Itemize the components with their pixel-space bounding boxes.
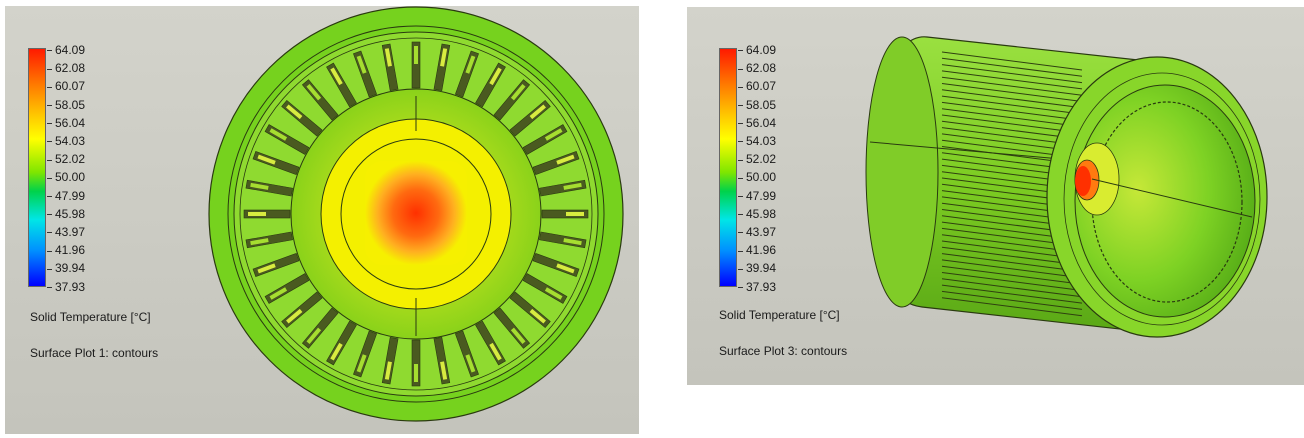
stator-slot <box>475 62 506 108</box>
stator-slot <box>411 339 421 387</box>
stator-slot <box>245 231 293 249</box>
cooling-fin <box>941 278 1083 298</box>
stator-slots <box>243 41 589 387</box>
legend-tick-label: 64.09 <box>738 44 776 56</box>
cooling-fin <box>941 272 1083 291</box>
legend-tick-label: 45.98 <box>47 208 85 220</box>
cooling-fin <box>941 108 1083 128</box>
cooling-fin <box>941 51 1083 71</box>
legend-color-bar <box>28 48 46 287</box>
stator-slot <box>541 209 589 219</box>
legend-tick-label: 60.07 <box>47 80 85 92</box>
legend-tick-label: 39.94 <box>47 262 85 274</box>
stator-slot <box>353 50 378 98</box>
cooling-fin <box>941 89 1083 109</box>
cooling-fin <box>941 114 1083 134</box>
stator-slot <box>532 252 580 277</box>
legend-tick-label: 54.03 <box>47 135 85 147</box>
legend-tick-label: 50.00 <box>738 171 776 183</box>
cooling-fin <box>941 76 1083 96</box>
cooling-fin <box>941 265 1083 285</box>
motor-iso-model <box>865 36 1268 338</box>
stator-slot <box>539 231 587 249</box>
legend-tick-label: 45.98 <box>738 208 776 220</box>
stator-slot <box>326 320 357 366</box>
stator-slot <box>381 43 399 91</box>
legend-tick-label: 58.05 <box>47 99 85 111</box>
legend-tick-label: 54.03 <box>738 135 776 147</box>
legend-tick-label: 52.02 <box>47 153 85 165</box>
legend-tick-label: 47.99 <box>738 190 776 202</box>
stator-slot <box>509 99 551 137</box>
legend-tick-label: 50.00 <box>47 171 85 183</box>
legend-tick-label: 41.96 <box>47 244 85 256</box>
legend-tick-label: 60.07 <box>738 80 776 92</box>
legend-tick-label: 43.97 <box>47 226 85 238</box>
stator-slot <box>252 252 300 277</box>
plot-label: Surface Plot 1: contours <box>30 346 159 360</box>
cooling-fin <box>941 297 1083 317</box>
cooling-fin <box>941 101 1083 121</box>
cooling-fin <box>941 95 1083 115</box>
stator-slot <box>264 124 310 155</box>
stator-slot <box>245 179 293 197</box>
legend-tick-label: 37.93 <box>47 281 85 293</box>
legend-tick-label: 43.97 <box>738 226 776 238</box>
hot-spot <box>1075 166 1091 196</box>
color-legend: 64.09 62.08 60.07 58.05 56.04 54.03 52.02 50.00… <box>28 44 148 293</box>
legend-tick-label: 62.08 <box>738 62 776 74</box>
stator-slot <box>326 62 357 108</box>
stator-slot <box>522 273 568 304</box>
quantity-label: Solid Temperature [°C] <box>30 310 151 324</box>
cooling-fin <box>941 83 1083 102</box>
stator-slot <box>252 151 300 176</box>
cooling-fin <box>941 284 1083 304</box>
legend-tick-label: 58.05 <box>738 99 776 111</box>
legend-tick-label: 39.94 <box>738 262 776 274</box>
cooling-fin <box>941 290 1083 310</box>
stator-slot <box>522 124 568 155</box>
legend-color-bar <box>719 48 737 287</box>
stator-slot <box>539 179 587 197</box>
legend-tick-label: 37.93 <box>738 281 776 293</box>
stator-slot <box>411 41 421 89</box>
plot-label: Surface Plot 3: contours <box>719 344 848 358</box>
viewport-front-view[interactable]: 64.09 62.08 60.07 58.05 56.04 54.03 52.02 50.00… <box>5 6 639 434</box>
stator-slot <box>475 320 506 366</box>
cooling-fin <box>941 253 1083 273</box>
viewport-iso-view[interactable]: 64.09 62.08 60.07 58.05 56.04 54.03 52.02 50.00… <box>687 7 1304 385</box>
cooling-fin <box>941 64 1083 84</box>
stator-slot <box>454 330 479 378</box>
stator-slot <box>493 307 531 349</box>
stator-slot <box>264 273 310 304</box>
stator-slot <box>301 307 339 349</box>
stator-slot <box>281 291 323 329</box>
quantity-label: Solid Temperature [°C] <box>719 308 840 322</box>
motor-front-model <box>208 6 624 422</box>
legend-tick-label: 64.09 <box>47 44 85 56</box>
legend-tick-label: 52.02 <box>738 153 776 165</box>
cooling-fin <box>941 57 1083 77</box>
stator-slot <box>509 291 551 329</box>
cooling-fin <box>941 259 1083 279</box>
cooling-fin <box>941 70 1083 90</box>
stator-slot <box>433 337 451 385</box>
legend-tick-label: 56.04 <box>47 117 85 129</box>
stator-slot <box>454 50 479 98</box>
hot-spot <box>365 161 467 265</box>
color-legend: 64.09 62.08 60.07 58.05 56.04 54.03 52.02 50.00… <box>719 44 839 293</box>
stator-slot <box>281 99 323 137</box>
stator-slot <box>353 330 378 378</box>
cooling-fin <box>941 246 1083 266</box>
legend-tick-label: 41.96 <box>738 244 776 256</box>
legend-tick-label: 47.99 <box>47 190 85 202</box>
stator-slot <box>433 43 451 91</box>
legend-tick-label: 56.04 <box>738 117 776 129</box>
stator-slot <box>301 79 339 121</box>
legend-tick-label: 62.08 <box>47 62 85 74</box>
stator-slot <box>381 337 399 385</box>
stator-slot <box>243 209 291 219</box>
stator-slot <box>493 79 531 121</box>
stator-slot <box>532 151 580 176</box>
